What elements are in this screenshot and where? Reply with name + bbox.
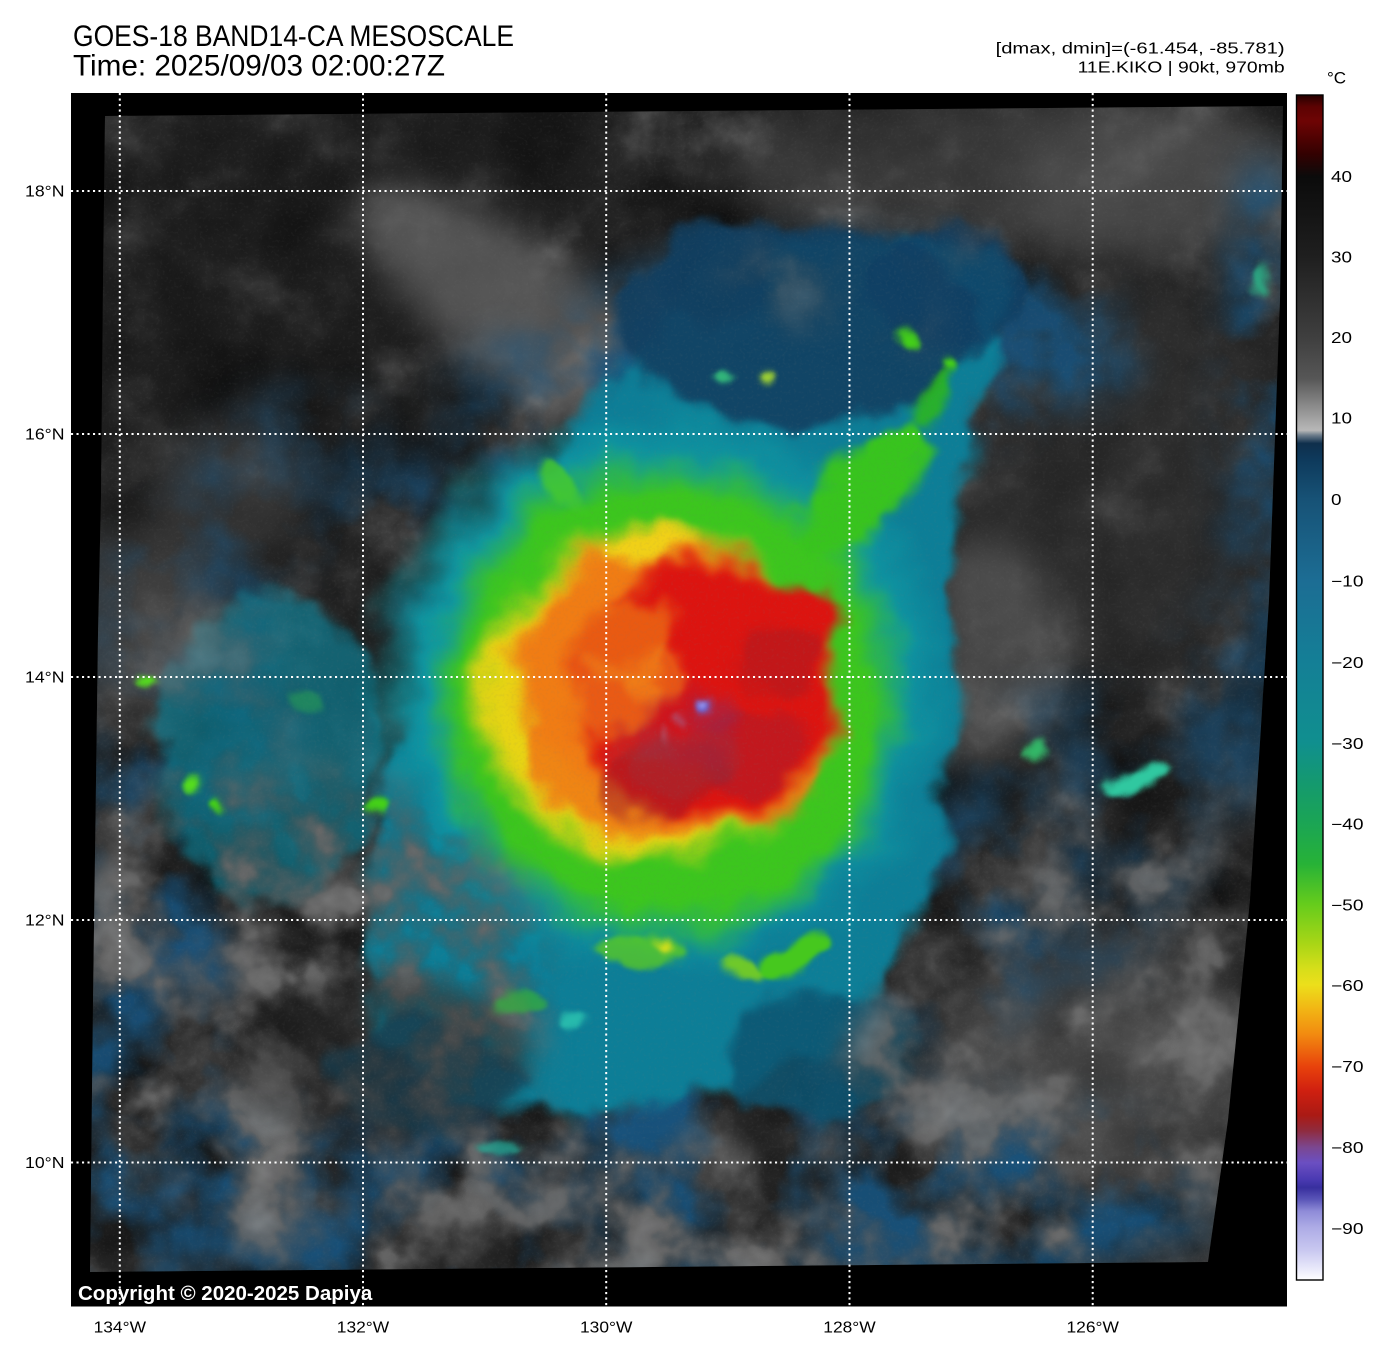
svg-text:134°W: 134°W [94, 1319, 147, 1336]
svg-text:128°W: 128°W [823, 1319, 876, 1336]
svg-text:Time: 2025/09/03 02:00:27Z: Time: 2025/09/03 02:00:27Z [73, 50, 445, 83]
svg-text:−10: −10 [1331, 574, 1364, 591]
svg-text:[dmax, dmin]=(-61.454, -85.781: [dmax, dmin]=(-61.454, -85.781) [996, 40, 1285, 57]
svg-text:12°N: 12°N [25, 913, 65, 930]
svg-text:−80: −80 [1331, 1140, 1364, 1157]
svg-text:40: 40 [1331, 169, 1352, 186]
svg-text:126°W: 126°W [1067, 1319, 1120, 1336]
svg-text:16°N: 16°N [25, 427, 65, 444]
svg-text:10°N: 10°N [25, 1155, 65, 1172]
svg-text:14°N: 14°N [25, 670, 65, 687]
svg-text:°C: °C [1327, 68, 1346, 87]
svg-text:Copyright © 2020-2025 Dapiya: Copyright © 2020-2025 Dapiya [78, 1282, 373, 1305]
svg-text:−50: −50 [1331, 898, 1364, 915]
svg-text:18°N: 18°N [25, 184, 65, 201]
svg-text:−30: −30 [1331, 736, 1364, 753]
svg-text:0: 0 [1331, 492, 1342, 509]
svg-text:GOES-18 BAND14-CA MESOSCALE: GOES-18 BAND14-CA MESOSCALE [73, 20, 514, 53]
svg-text:−40: −40 [1331, 817, 1364, 834]
svg-text:30: 30 [1331, 249, 1352, 266]
svg-text:−20: −20 [1331, 655, 1364, 672]
svg-text:130°W: 130°W [580, 1319, 633, 1336]
svg-text:−60: −60 [1331, 978, 1364, 995]
svg-text:10: 10 [1331, 411, 1352, 428]
svg-text:−70: −70 [1331, 1059, 1364, 1076]
svg-text:20: 20 [1331, 330, 1352, 347]
svg-text:−90: −90 [1331, 1221, 1364, 1238]
svg-text:11E.KIKO | 90kt, 970mb: 11E.KIKO | 90kt, 970mb [1078, 59, 1285, 76]
svg-text:132°W: 132°W [337, 1319, 390, 1336]
